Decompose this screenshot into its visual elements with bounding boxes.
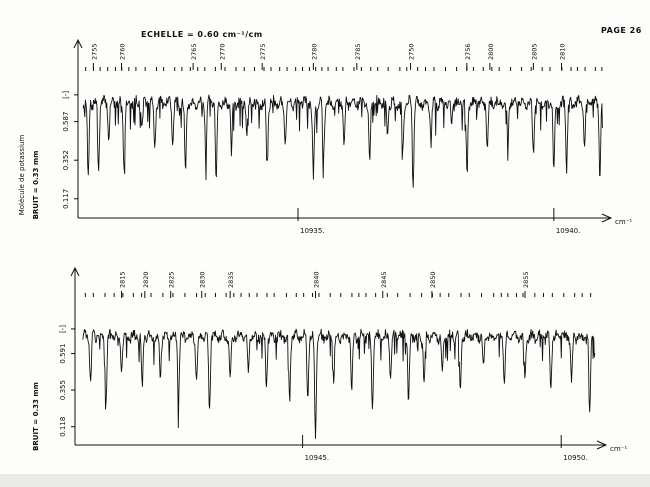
scale-label: ECHELLE = 0.60 cm⁻¹/cm: [141, 30, 263, 39]
line-label: 2835: [227, 271, 235, 288]
spectrum-panel: cm⁻¹ 10935. 10940. 0.117 0.352 0.587 [-] Molécu…: [18, 38, 632, 235]
spectrum-trace: [82, 328, 596, 439]
page-bottom-edge: [0, 474, 650, 487]
y-axis-noise-label: BRUIT = 0.33 mm: [32, 151, 40, 220]
x-tick-label: 10945.: [305, 454, 330, 462]
line-label: 2770: [218, 43, 226, 60]
x-unit-label: cm⁻¹: [610, 445, 627, 453]
y-tick-label: 0.587: [62, 112, 70, 132]
y-axis-arrow: [73, 38, 83, 49]
line-label: 2810: [559, 43, 567, 60]
line-label: 2855: [522, 271, 530, 288]
line-label: 2780: [310, 43, 318, 60]
x-axis-arrow: [596, 440, 608, 450]
line-label: 2800: [487, 43, 495, 60]
spectrum-panel: cm⁻¹ 10945. 10950. 0.118 0.355 0.591 [-] BRUIT …: [32, 266, 627, 462]
line-label: 2825: [168, 271, 176, 288]
x-tick-label: 10935.: [300, 227, 325, 235]
y-tick-label: [-]: [59, 325, 67, 333]
line-label: 2845: [380, 271, 388, 288]
line-label: 2805: [530, 43, 538, 60]
line-label: 2760: [118, 43, 126, 60]
line-label: 2840: [313, 271, 321, 288]
line-label: 2820: [142, 271, 150, 288]
line-label: 2830: [199, 271, 207, 288]
line-label: 2755: [90, 43, 98, 60]
line-label: 2850: [429, 271, 437, 288]
x-axis-arrow: [601, 213, 613, 223]
x-unit-label: cm⁻¹: [615, 218, 632, 226]
line-label: 2756: [464, 43, 472, 60]
x-tick-label: 10950.: [563, 454, 588, 462]
y-axis-arrow: [70, 266, 80, 277]
y-axis-molecule-label: Molécule de potassium: [18, 135, 26, 216]
line-label: 2815: [119, 271, 127, 288]
y-tick-label: [-]: [62, 91, 70, 99]
line-label: 2775: [259, 43, 267, 60]
spectrum-trace: [82, 94, 603, 188]
y-tick-label: 0.117: [62, 189, 70, 209]
y-axis-noise-label: BRUIT = 0.33 mm: [32, 382, 40, 451]
line-label: 2765: [190, 43, 198, 60]
x-tick-label: 10940.: [556, 227, 581, 235]
y-tick-label: 0.352: [62, 150, 70, 170]
line-label: 2785: [354, 43, 362, 60]
y-tick-label: 0.118: [59, 417, 67, 437]
y-tick-label: 0.355: [59, 380, 67, 400]
page-number: PAGE 26: [601, 26, 642, 35]
line-label: 2750: [408, 43, 416, 60]
y-tick-label: 0.591: [59, 344, 67, 364]
